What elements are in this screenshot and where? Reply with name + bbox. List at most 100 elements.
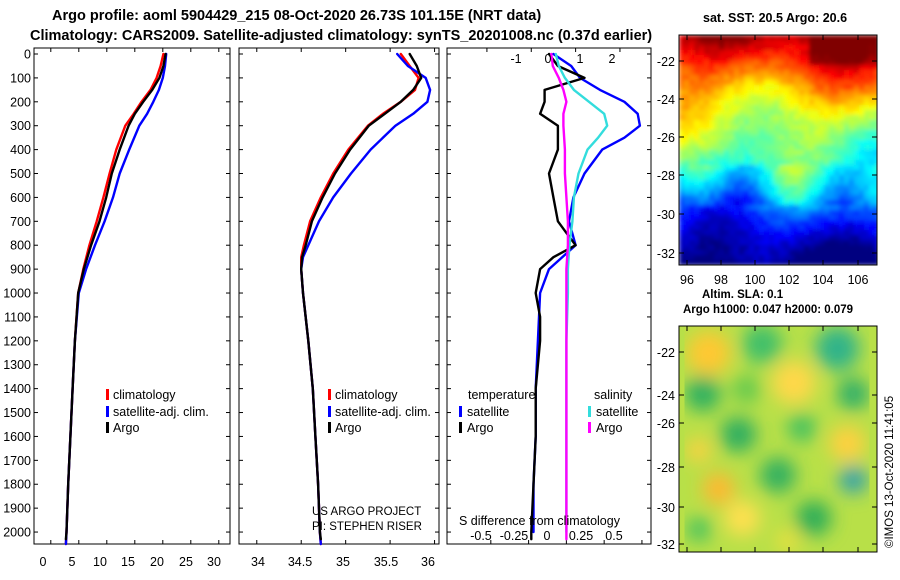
diff-line-temperature-satellite <box>532 52 642 534</box>
difference-bottom-tick-labels: -0.5 -0.25 0 0.25 0.5 <box>470 529 623 543</box>
temp-tick-label: 0 <box>40 555 47 569</box>
sst-map <box>679 35 877 265</box>
depth-tick-label: 200 <box>10 95 31 109</box>
legend-swatch-satellite-adj <box>328 406 331 417</box>
temp-tick-label: 30 <box>207 555 221 569</box>
diff-top-tick-label: -1 <box>510 52 521 66</box>
sst-lat-label: -30 <box>657 208 675 222</box>
temp-tick-label: 20 <box>150 555 164 569</box>
legend-label-temp-satellite: satellite <box>467 405 509 419</box>
title-line-2: Climatology: CARS2009. Satellite-adjuste… <box>30 28 652 44</box>
temperature-x-tick-labels: 0 5 10 15 20 25 30 <box>40 555 221 569</box>
sst-lon-label: 106 <box>848 273 869 287</box>
depth-tick-label: 600 <box>10 191 31 205</box>
sst-lon-label: 100 <box>745 273 766 287</box>
sla-lat-label: -30 <box>657 501 675 515</box>
depth-tick-label: 0 <box>24 48 31 62</box>
timestamp: ©IMOS 13-Oct-2020 11:41:05 <box>884 396 896 548</box>
sal-tick-label: 34.5 <box>288 555 312 569</box>
sal-line-climatology <box>300 52 420 546</box>
depth-tick-label: 400 <box>10 143 31 157</box>
legend-swatch-argo <box>106 422 109 433</box>
salinity-series <box>300 52 432 546</box>
depth-tick-label: 1900 <box>3 502 31 516</box>
diff-line-salinity-argo <box>550 52 570 541</box>
diff-top-tick-label: 1 <box>577 52 584 66</box>
credit-project: US ARGO PROJECT <box>312 506 421 518</box>
sal-tick-label: 36 <box>421 555 435 569</box>
temp-line-climatology <box>64 52 165 546</box>
depth-tick-label: 1200 <box>3 334 31 348</box>
temp-tick-label: 5 <box>69 555 76 569</box>
depth-tick-label: 300 <box>10 119 31 133</box>
temperature-series <box>64 52 168 546</box>
sst-lon-label: 98 <box>714 273 728 287</box>
temp-tick-label: 15 <box>121 555 135 569</box>
salinity-legend: climatology satellite-adj. clim. Argo <box>328 388 431 435</box>
legend-title-temperature: temperature <box>468 388 535 402</box>
sst-map-title: sat. SST: 20.5 Argo: 20.6 <box>703 11 847 25</box>
sla-map-title: Altim. SLA: 0.1 <box>702 289 784 301</box>
difference-series <box>530 52 642 541</box>
sla-lat-labels: -22 -24 -26 -28 -30 -32 <box>657 346 675 552</box>
diff-bottom-tick-label: 0.5 <box>605 529 622 543</box>
sst-map-frame <box>678 34 878 266</box>
sst-lat-label: -22 <box>657 55 675 69</box>
tick-marks <box>34 48 651 544</box>
sla-map-frame <box>678 325 878 553</box>
diff-bottom-tick-label: 0 <box>544 529 551 543</box>
temp-tick-label: 10 <box>93 555 107 569</box>
depth-tick-label: 700 <box>10 215 31 229</box>
title-line-1: Argo profile: aoml 5904429_215 08-Oct-20… <box>52 8 541 24</box>
diff-top-tick-label: 2 <box>609 52 616 66</box>
legend-swatch-argo <box>328 422 331 433</box>
legend-swatch-climatology <box>328 389 331 400</box>
legend-swatch-sal-argo <box>588 422 591 433</box>
diff-bottom-tick-label: -0.5 <box>470 529 492 543</box>
sst-lon-labels: 96 98 100 102 104 106 <box>680 273 868 287</box>
sst-lat-label: -32 <box>657 247 675 261</box>
sst-lon-label: 104 <box>813 273 834 287</box>
sst-map-ticks <box>679 35 877 265</box>
sla-map <box>679 326 877 552</box>
legend-swatch-satellite-adj <box>106 406 109 417</box>
temp-tick-label: 25 <box>179 555 193 569</box>
legend-label-sal-satellite: satellite <box>596 405 638 419</box>
depth-tick-label: 1600 <box>3 430 31 444</box>
legend-label-argo: Argo <box>113 421 139 435</box>
depth-tick-label: 500 <box>10 167 31 181</box>
sst-lon-label: 102 <box>779 273 800 287</box>
sst-lon-label: 96 <box>680 273 694 287</box>
legend-label-climatology: climatology <box>113 388 176 402</box>
salinity-x-tick-labels: 34 34.5 35 35.5 36 <box>251 555 435 569</box>
sal-line-argo <box>300 52 423 541</box>
diff-bottom-tick-label: -0.25 <box>500 529 529 543</box>
depth-tick-label: 2000 <box>3 526 31 540</box>
depth-tick-label: 900 <box>10 263 31 277</box>
legend-label-temp-argo: Argo <box>467 421 493 435</box>
depth-tick-label: 1700 <box>3 454 31 468</box>
legend-label-satellite-adj: satellite-adj. clim. <box>335 405 431 419</box>
legend-label-argo: Argo <box>335 421 361 435</box>
sst-lat-label: -28 <box>657 169 675 183</box>
legend-label-climatology: climatology <box>335 388 398 402</box>
sla-lat-label: -26 <box>657 417 675 431</box>
depth-tick-label: 100 <box>10 71 31 85</box>
temp-line-satellite-adj-clim- <box>64 52 168 546</box>
credit-pi: PI: STEPHEN RISER <box>312 521 422 533</box>
sla-lat-label: -22 <box>657 346 675 360</box>
depth-tick-label: 1400 <box>3 382 31 396</box>
sal-tick-label: 35 <box>336 555 350 569</box>
difference-top-tick-labels: -1 0 1 2 <box>510 52 615 66</box>
depth-tick-label: 1500 <box>3 406 31 420</box>
sla-map-ticks <box>679 326 877 552</box>
sal-tick-label: 34 <box>251 555 265 569</box>
legend-swatch-sal-satellite <box>588 406 591 417</box>
sal-tick-label: 35.5 <box>374 555 398 569</box>
sla-lat-label: -24 <box>657 389 675 403</box>
difference-panel-frame <box>446 47 652 545</box>
diff-bottom-tick-label: 0.25 <box>569 529 593 543</box>
depth-tick-label: 1800 <box>3 478 31 492</box>
temp-line-argo <box>64 52 167 541</box>
